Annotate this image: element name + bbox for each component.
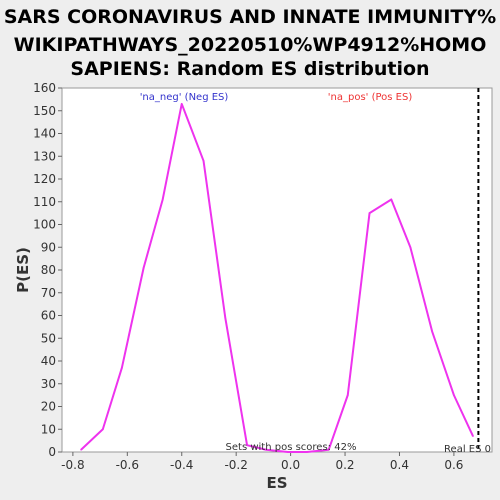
chart-title-line-3: SAPIENS: Random ES distribution: [70, 58, 429, 80]
y-tick-label: 20: [41, 400, 56, 414]
data-point: [180, 103, 183, 105]
y-tick-label: 40: [41, 354, 56, 368]
data-point: [390, 198, 393, 201]
data-point: [472, 435, 474, 437]
data-point: [224, 316, 227, 319]
data-point: [121, 367, 123, 369]
chart-title-line-1: SARS CORONAVIRUS AND INNATE IMMUNITY%: [4, 6, 496, 28]
x-axis: -0.8 -0.6 -0.4 -0.2 0.0 0.2 0.4 0.6: [61, 452, 463, 472]
y-tick-label: 60: [41, 309, 56, 323]
y-tick-label: 30: [41, 377, 56, 391]
pos-es-label: 'na_pos' (Pos ES): [328, 92, 413, 103]
x-tick-label: -0.2: [224, 458, 247, 472]
y-tick-label: 140: [33, 127, 56, 141]
y-axis: 0 10 20 30 40 50 60 70 80 90 100 110 120 130 140 150 160: [33, 81, 62, 459]
data-point: [287, 451, 289, 453]
data-point: [246, 444, 248, 446]
chart-title-line-2: WIKIPATHWAYS_20220510%WP4912%HOMO: [14, 34, 487, 56]
y-tick-label: 70: [41, 286, 56, 300]
plot-area: [61, 87, 493, 453]
y-tick-label: 110: [33, 195, 56, 209]
data-point: [453, 394, 455, 396]
y-axis-label: P(ES): [14, 247, 32, 293]
x-tick-label: -0.6: [116, 458, 139, 472]
neg-es-label: 'na_neg' (Neg ES): [140, 92, 229, 103]
x-tick-label: 0.6: [444, 458, 463, 472]
data-point: [142, 266, 145, 269]
y-tick-label: 80: [41, 263, 56, 277]
x-tick-label: 0.4: [390, 458, 409, 472]
y-tick-label: 90: [41, 240, 56, 254]
data-point: [202, 160, 205, 162]
data-point: [306, 451, 308, 453]
y-tick-label: 0: [48, 445, 56, 459]
sets-with-pos-scores-label: Sets with pos scores: 42%: [226, 442, 357, 453]
y-tick-label: 130: [33, 149, 56, 163]
data-point: [102, 428, 104, 431]
data-point: [327, 448, 330, 451]
data-point: [368, 212, 371, 214]
x-tick-label: 0.2: [335, 458, 354, 472]
y-tick-label: 160: [33, 81, 56, 95]
y-tick-label: 10: [41, 422, 56, 436]
data-point: [80, 448, 82, 451]
data-point: [265, 448, 267, 451]
data-point: [161, 198, 164, 201]
y-tick-label: 150: [33, 104, 56, 118]
series-line: [80, 102, 474, 453]
y-tick-label: 100: [33, 218, 56, 232]
y-tick-label: 50: [41, 331, 56, 345]
data-point: [409, 246, 412, 249]
x-tick-label: -0.8: [61, 458, 84, 472]
x-tick-label: -0.4: [170, 458, 193, 472]
x-axis-label: ES: [266, 474, 287, 492]
data-point: [346, 394, 349, 396]
x-tick-label: 0.0: [281, 458, 300, 472]
y-tick-label: 120: [33, 172, 56, 186]
series-group: [80, 102, 474, 453]
real-es-label: Real ES 0: [444, 444, 491, 455]
data-point: [431, 330, 433, 333]
